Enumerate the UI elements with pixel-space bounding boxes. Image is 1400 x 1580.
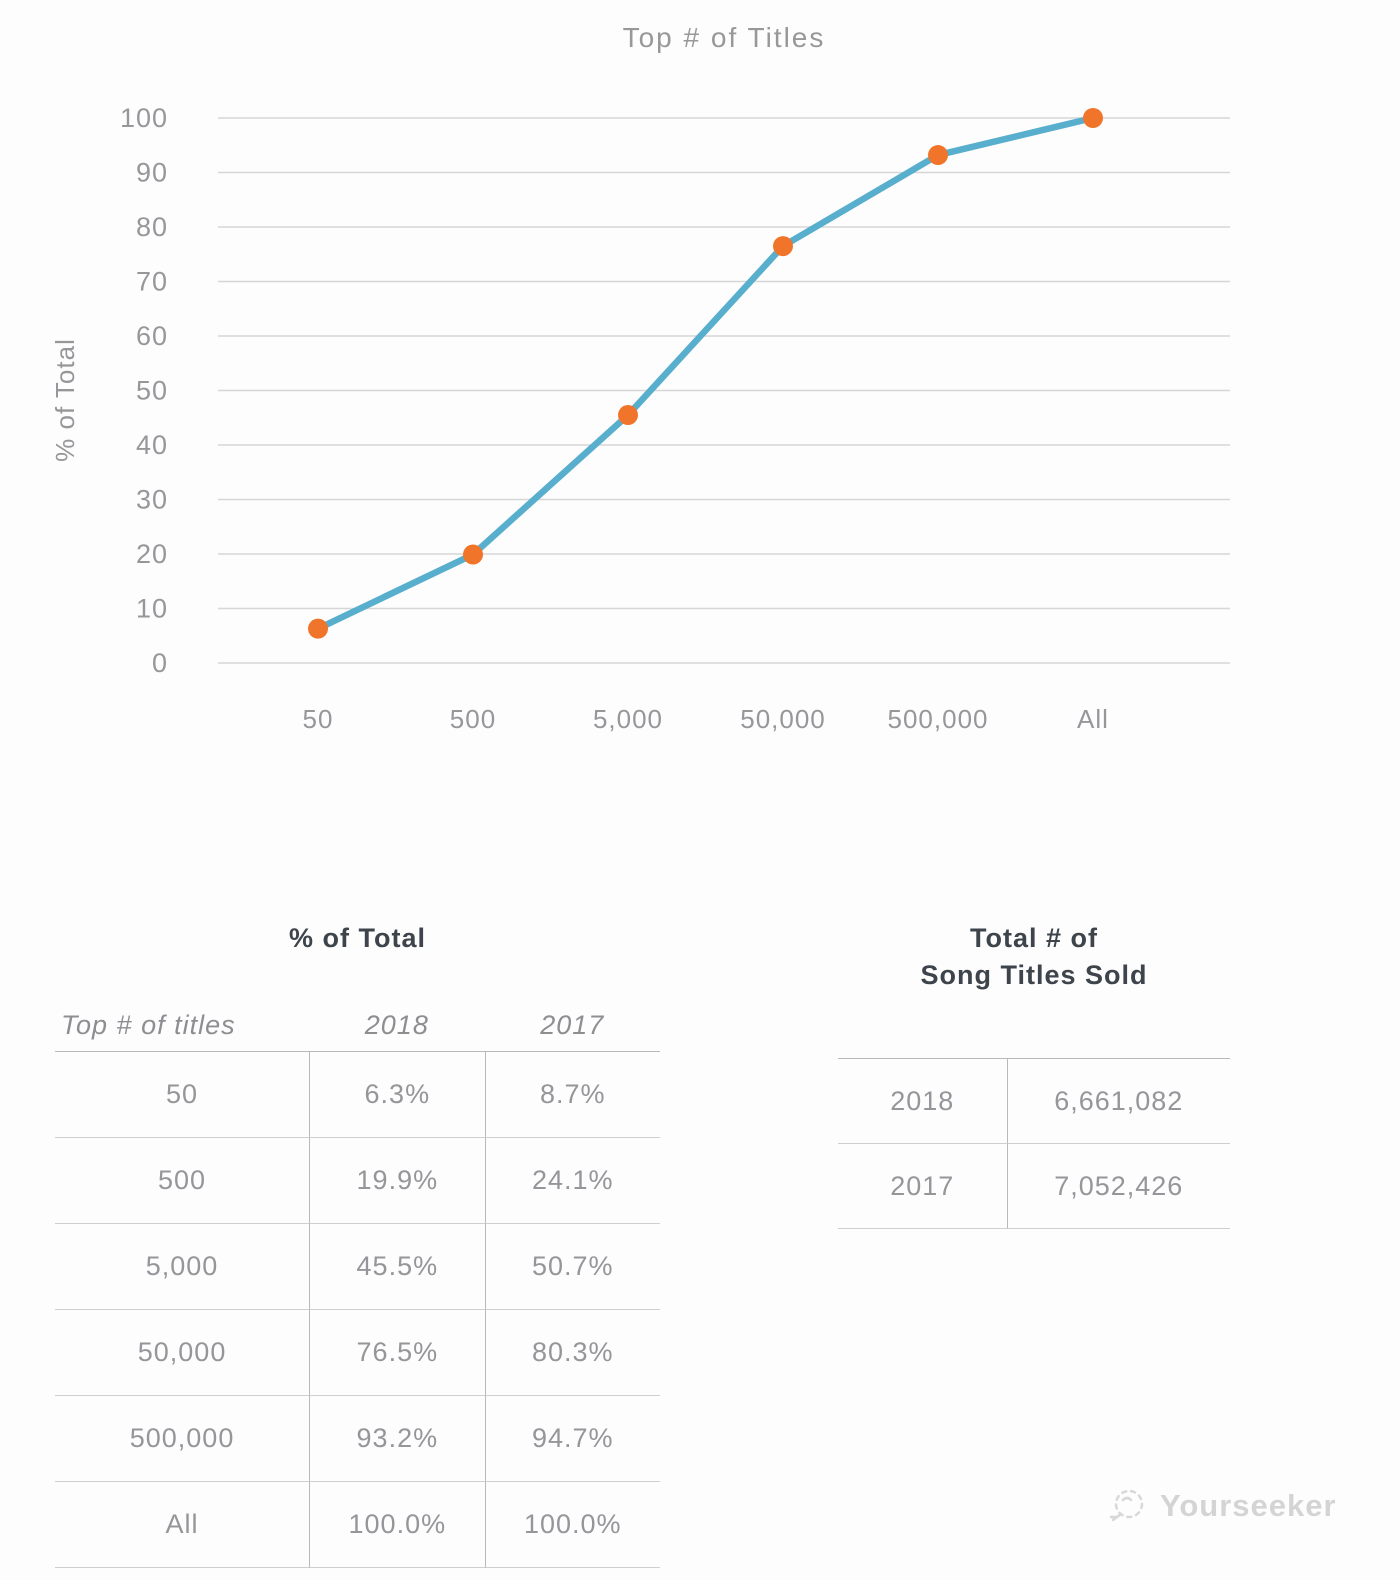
table-cell: 500,000 bbox=[55, 1396, 310, 1482]
right-table-grid: 2018 6,661,082 2017 7,052,426 bbox=[838, 1058, 1230, 1229]
header-2018: 2018 bbox=[364, 1009, 429, 1040]
table-row: 50 6.3% 8.7% bbox=[55, 1052, 660, 1138]
left-table-header-row: Top # of titles 2018 2017 bbox=[55, 999, 660, 1052]
table-row: 2018 6,661,082 bbox=[838, 1059, 1230, 1144]
total-song-titles-sold-table: Total # of Song Titles Sold 2018 6,661,0… bbox=[838, 920, 1230, 1229]
table-cell: 2018 bbox=[838, 1059, 1007, 1144]
data-point bbox=[1083, 108, 1103, 128]
table-cell: 2017 bbox=[838, 1144, 1007, 1229]
table-cell: 50 bbox=[55, 1052, 310, 1138]
right-table-title-line2: Song Titles Sold bbox=[920, 960, 1148, 990]
y-tick-label: 20 bbox=[136, 539, 168, 569]
y-tick-label: 100 bbox=[120, 103, 168, 133]
data-point bbox=[308, 618, 328, 639]
gridlines-group bbox=[218, 117, 1230, 664]
y-tick-label: 30 bbox=[136, 485, 168, 515]
x-tick-label: All bbox=[1077, 704, 1109, 734]
table-cell: 100.0% bbox=[484, 1482, 660, 1568]
header-top-num-titles: Top # of titles bbox=[61, 1009, 236, 1040]
table-cell: 76.5% bbox=[309, 1310, 485, 1396]
table-row: 2017 7,052,426 bbox=[838, 1144, 1230, 1229]
table-cell: 6,661,082 bbox=[1006, 1059, 1230, 1144]
table-cell: 24.1% bbox=[484, 1138, 660, 1224]
table-row: All 100.0% 100.0% bbox=[55, 1482, 660, 1568]
table-cell: 45.5% bbox=[309, 1224, 485, 1310]
x-tick-labels-group: 50 500 5,000 50,000 500,000 All bbox=[303, 704, 1109, 734]
table-cell: 50.7% bbox=[484, 1224, 660, 1310]
data-series-group bbox=[308, 108, 1103, 639]
table-cell: 6.3% bbox=[309, 1052, 485, 1138]
table-row: 500,000 93.2% 94.7% bbox=[55, 1396, 660, 1482]
table-cell: 100.0% bbox=[309, 1482, 485, 1568]
line-chart: Top # of Titles % of Total 0 10 20 30 40 50 60… bbox=[50, 22, 1230, 734]
data-point bbox=[773, 236, 793, 257]
y-tick-label: 10 bbox=[136, 594, 168, 624]
y-tick-label: 50 bbox=[136, 376, 168, 406]
chart-title: Top # of Titles bbox=[623, 22, 826, 53]
chart-canvas: Top # of Titles % of Total 0 10 20 30 40 50 60… bbox=[50, 22, 1230, 734]
data-point bbox=[463, 544, 483, 565]
table-cell: 7,052,426 bbox=[1006, 1144, 1230, 1229]
y-tick-label: 70 bbox=[136, 267, 168, 297]
y-tick-label: 0 bbox=[152, 648, 168, 678]
table-row: 500 19.9% 24.1% bbox=[55, 1138, 660, 1224]
data-point bbox=[618, 405, 638, 426]
watermark-text: Yourseeker bbox=[1160, 1488, 1337, 1523]
table-cell: 8.7% bbox=[484, 1052, 660, 1138]
yourseeker-logo-icon bbox=[1109, 1489, 1144, 1522]
table-cell: All bbox=[55, 1482, 310, 1568]
y-tick-labels-group: 0 10 20 30 40 50 60 70 80 90 100 bbox=[120, 103, 168, 678]
x-tick-label: 5,000 bbox=[593, 704, 663, 734]
table-cell: 93.2% bbox=[309, 1396, 485, 1482]
table-cell: 94.7% bbox=[484, 1396, 660, 1482]
table-cell: 500 bbox=[55, 1138, 310, 1224]
y-axis-title: % of Total bbox=[50, 338, 80, 462]
header-2017: 2017 bbox=[540, 1009, 605, 1040]
x-tick-label: 500,000 bbox=[888, 704, 989, 734]
x-tick-label: 500 bbox=[450, 704, 496, 734]
data-point bbox=[928, 145, 948, 166]
table-cell: 50,000 bbox=[55, 1310, 310, 1396]
table-row: 50,000 76.5% 80.3% bbox=[55, 1310, 660, 1396]
table-row: 5,000 45.5% 50.7% bbox=[55, 1224, 660, 1310]
y-tick-label: 80 bbox=[136, 212, 168, 242]
y-tick-label: 40 bbox=[136, 430, 168, 460]
y-tick-label: 60 bbox=[136, 321, 168, 351]
series-line bbox=[314, 114, 1097, 632]
right-table-title: Total # of Song Titles Sold bbox=[838, 920, 1230, 994]
x-tick-label: 50 bbox=[303, 704, 334, 734]
table-cell: 80.3% bbox=[484, 1310, 660, 1396]
left-table-title: % of Total bbox=[289, 923, 426, 953]
y-tick-label: 90 bbox=[136, 158, 168, 188]
right-table-title-line1: Total # of bbox=[970, 923, 1098, 953]
table-cell: 5,000 bbox=[55, 1224, 310, 1310]
table-cell: 19.9% bbox=[309, 1138, 485, 1224]
percent-of-total-table: % of Total Top # of titles 2018 2017 50 … bbox=[55, 920, 660, 1568]
yourseeker-watermark: Yourseeker bbox=[1108, 1484, 1337, 1528]
x-tick-label: 50,000 bbox=[740, 704, 826, 734]
